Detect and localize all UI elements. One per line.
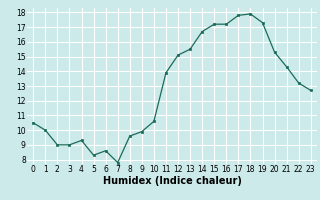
X-axis label: Humidex (Indice chaleur): Humidex (Indice chaleur) bbox=[103, 176, 241, 186]
